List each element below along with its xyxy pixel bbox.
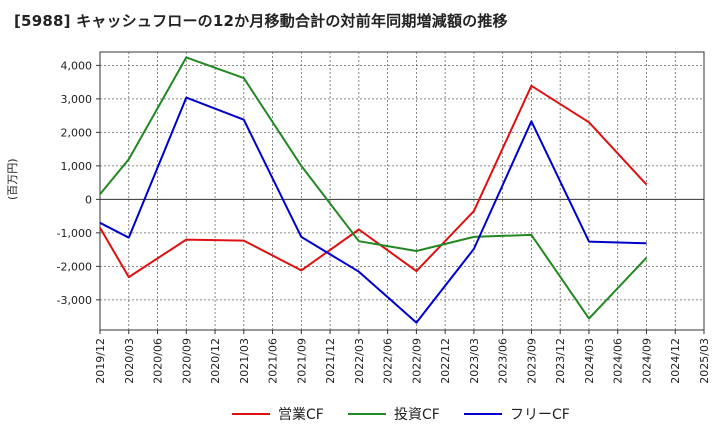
y-tick-label: 2,000	[61, 126, 93, 139]
legend-item-investing-cf: 投資CF	[348, 404, 440, 424]
x-tick-label: 2020/12	[209, 338, 222, 384]
x-tick-label: 2023/12	[554, 338, 567, 384]
series-line-free-cf	[99, 96, 647, 324]
x-tick-label: 2024/12	[669, 338, 682, 384]
x-tick-label: 2025/03	[698, 338, 711, 384]
x-tick-label: 2021/06	[267, 338, 280, 384]
plot-area	[99, 51, 705, 331]
legend: 営業CF 投資CF フリーCF	[0, 404, 720, 428]
legend-swatch-free-cf	[464, 413, 502, 415]
legend-label-free-cf: フリーCF	[510, 407, 570, 423]
x-tick-label: 2020/03	[123, 338, 136, 384]
x-tick-label: 2023/09	[525, 338, 538, 384]
x-tick-label: 2021/03	[238, 338, 251, 384]
y-tick-label: 1,000	[61, 160, 93, 173]
chart-title: [5988] キャッシュフローの12か月移動合計の対前年同期増減額の推移	[14, 12, 508, 30]
y-tick-label: -1,000	[57, 227, 92, 240]
line-chart: 4,000 3,000 2,000 1,000 0 -1,000 -2,000 -3,000 2…	[57, 51, 711, 384]
y-tick-label: -2,000	[57, 260, 92, 273]
y-tick-label: 4,000	[61, 59, 93, 72]
legend-swatch-operating-cf	[232, 413, 270, 415]
legend-label-investing-cf: 投資CF	[394, 407, 440, 423]
x-tick-label: 2022/09	[410, 338, 423, 384]
legend-swatch-investing-cf	[348, 413, 386, 415]
x-tick-label: 2021/12	[324, 338, 337, 384]
x-tick-label: 2024/09	[640, 338, 653, 384]
x-tick-label: 2022/03	[353, 338, 366, 384]
y-tick-label: 0	[85, 193, 92, 206]
legend-item-free-cf: フリーCF	[464, 404, 570, 424]
x-tick-label: 2024/03	[583, 338, 596, 384]
x-tick-label: 2024/06	[612, 338, 625, 384]
x-tick-label: 2022/12	[439, 338, 452, 384]
x-tick-label: 2020/06	[152, 338, 165, 384]
x-tick-label: 2021/09	[295, 338, 308, 384]
y-tick-label: 3,000	[61, 93, 93, 106]
x-tick-label: 2019/12	[94, 338, 107, 384]
x-tick-label: 2023/03	[468, 338, 481, 384]
legend-label-operating-cf: 営業CF	[278, 407, 324, 423]
series-line-operating-cf	[99, 84, 648, 279]
series-line-investing-cf	[99, 56, 648, 320]
legend-item-operating-cf: 営業CF	[232, 404, 324, 424]
x-tick-label: 2023/06	[497, 338, 510, 384]
x-tick-label: 2022/06	[382, 338, 395, 384]
x-tick-label: 2020/09	[180, 338, 193, 384]
y-tick-label: -3,000	[57, 294, 92, 307]
